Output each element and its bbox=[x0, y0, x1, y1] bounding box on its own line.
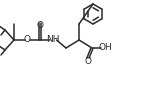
Text: NH: NH bbox=[46, 36, 60, 45]
Text: OH: OH bbox=[98, 44, 112, 53]
Text: O: O bbox=[37, 22, 44, 31]
Text: O: O bbox=[23, 36, 30, 45]
Text: O: O bbox=[85, 56, 91, 66]
